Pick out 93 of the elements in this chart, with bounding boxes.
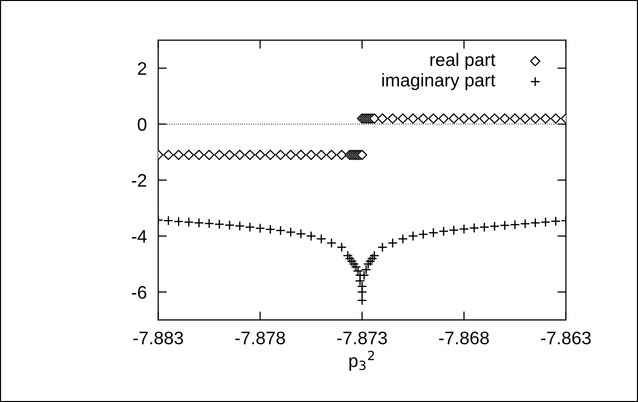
point (418, 113, 428, 124)
point (398, 234, 408, 244)
point (163, 216, 174, 226)
point (174, 216, 184, 227)
legend-label: imaginary part (382, 73, 496, 90)
point (316, 150, 326, 160)
point (296, 228, 306, 239)
point (352, 266, 364, 276)
point (234, 150, 245, 160)
y-tick-label: -2 (132, 174, 146, 187)
point (194, 150, 204, 160)
point (336, 150, 347, 160)
point (377, 242, 388, 252)
point (408, 231, 418, 242)
point (458, 113, 470, 124)
point (388, 238, 398, 248)
point (254, 150, 266, 160)
point (224, 220, 235, 230)
y-tick-label: -4 (132, 230, 147, 243)
point (244, 150, 256, 160)
point (490, 221, 500, 232)
point (479, 222, 490, 232)
point (510, 220, 520, 230)
legend-label: real part (430, 52, 496, 70)
point (214, 150, 225, 160)
point (418, 229, 428, 240)
point (336, 242, 347, 252)
point (458, 224, 470, 234)
point (500, 113, 510, 124)
point (346, 256, 357, 266)
point (163, 150, 174, 160)
point (296, 150, 306, 160)
x-axis-title: p$_{3}$$^{2}$ (349, 350, 374, 371)
point (326, 150, 337, 160)
point (255, 223, 266, 234)
point (306, 150, 316, 160)
point (530, 113, 540, 124)
point (348, 259, 359, 270)
point (530, 218, 540, 228)
point (469, 113, 480, 124)
point (510, 113, 520, 124)
point (326, 238, 337, 248)
point (377, 113, 388, 124)
point (408, 113, 418, 124)
point (520, 113, 530, 124)
point (286, 227, 296, 238)
point (286, 150, 296, 160)
point (344, 253, 355, 264)
point (234, 220, 245, 231)
point (194, 218, 204, 228)
point (265, 224, 276, 234)
point (540, 217, 551, 228)
point (540, 113, 551, 124)
point (387, 113, 398, 124)
x-tick-label: -7.878 (235, 332, 285, 344)
point (342, 250, 353, 261)
x-tick-label: -7.868 (439, 332, 489, 344)
y-tick-label: -6 (132, 286, 146, 299)
point (428, 228, 438, 238)
point (520, 218, 530, 229)
point (224, 150, 235, 160)
point (550, 113, 561, 124)
point (184, 217, 194, 228)
point (469, 222, 480, 233)
point (350, 262, 361, 272)
point (173, 150, 184, 160)
point (398, 113, 408, 124)
point (489, 113, 500, 124)
point (438, 113, 449, 124)
y-tick-label: 0 (138, 118, 146, 131)
point (244, 222, 255, 232)
point (438, 226, 449, 236)
x-tick-label: -7.883 (133, 332, 184, 344)
point (550, 216, 561, 226)
point (214, 219, 224, 230)
point (357, 295, 368, 306)
point (275, 150, 286, 160)
point (357, 286, 368, 298)
point (448, 113, 459, 124)
point (184, 150, 194, 160)
point (316, 234, 326, 244)
point (306, 231, 316, 242)
x-tick-label: -7.863 (541, 332, 591, 344)
point (448, 225, 459, 236)
point (500, 220, 510, 230)
point (428, 113, 439, 124)
point (479, 113, 490, 124)
point (204, 150, 214, 160)
point (265, 150, 276, 160)
x-tick-label: -7.873 (337, 332, 387, 344)
point (276, 225, 286, 236)
point (204, 218, 214, 228)
y-tick-label: 2 (138, 62, 146, 75)
